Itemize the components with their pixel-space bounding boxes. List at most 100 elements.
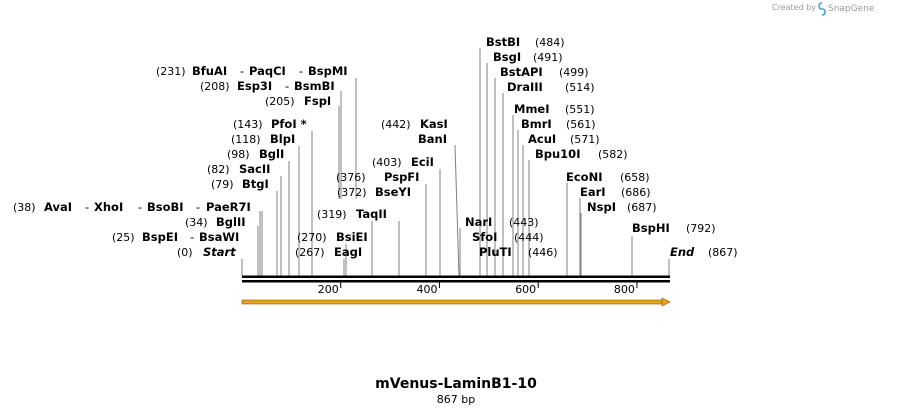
ruler-tick-label: 400 bbox=[416, 283, 437, 296]
site-name-bgli[interactable]: BglI bbox=[259, 147, 284, 161]
site-position: (143) bbox=[233, 118, 263, 131]
feature-arrow[interactable] bbox=[241, 297, 671, 307]
site-position: (658) bbox=[620, 171, 650, 184]
site-name-ecii[interactable]: EciI bbox=[411, 155, 434, 169]
site-name-sfoi[interactable]: SfoI bbox=[472, 230, 497, 244]
site-position: (499) bbox=[559, 66, 589, 79]
site-position: (491) bbox=[533, 51, 563, 64]
site-name-bspmi[interactable]: BspMI bbox=[308, 64, 348, 78]
site-name-bsgi[interactable]: BsgI bbox=[493, 50, 521, 64]
site-name-bsobi[interactable]: BsoBI bbox=[147, 200, 184, 214]
site-position: (79) bbox=[211, 178, 234, 191]
site-name-xhoi[interactable]: XhoI bbox=[94, 200, 123, 214]
site-position: (582) bbox=[598, 148, 628, 161]
site-position: (25) bbox=[112, 231, 135, 244]
site-position: (372) bbox=[337, 186, 367, 199]
ruler-tick-label: 600 bbox=[515, 283, 536, 296]
site-name-blpi[interactable]: BlpI bbox=[270, 132, 295, 146]
site-name-bsmbi[interactable]: BsmBI bbox=[294, 79, 335, 93]
site-position: (792) bbox=[686, 222, 716, 235]
sequence-start-label: Start bbox=[203, 245, 236, 259]
site-name-fspi[interactable]: FspI bbox=[304, 94, 331, 108]
site-position: (446) bbox=[528, 246, 558, 259]
site-position: (444) bbox=[514, 231, 544, 244]
map-title: mVenus-LaminB1-10 bbox=[375, 376, 537, 392]
site-name-nari[interactable]: NarI bbox=[465, 215, 492, 229]
site-name-paqci[interactable]: PaqCI bbox=[249, 64, 286, 78]
site-position: (686) bbox=[621, 186, 651, 199]
site-position: (34) bbox=[185, 216, 208, 229]
site-name-bglii[interactable]: BglII bbox=[216, 215, 246, 229]
snapgene-logo-icon bbox=[818, 2, 826, 16]
site-name-pspfi[interactable]: PspFI bbox=[384, 170, 419, 184]
site-position: (319) bbox=[317, 208, 347, 221]
site-separator: - bbox=[138, 200, 142, 214]
site-name-pluti[interactable]: PluTI bbox=[479, 245, 512, 259]
site-position: (551) bbox=[565, 103, 595, 116]
site-leader-lines bbox=[241, 48, 670, 277]
site-name-bpu10i[interactable]: Bpu10I bbox=[535, 147, 580, 161]
site-name-esp3i[interactable]: Esp3I bbox=[237, 79, 272, 93]
ruler-tick-label: 200 bbox=[318, 283, 339, 296]
site-name-bsiei[interactable]: BsiEI bbox=[336, 230, 368, 244]
site-name-bmri[interactable]: BmrI bbox=[521, 117, 552, 131]
site-position: (231) bbox=[156, 65, 186, 78]
site-position: (442) bbox=[381, 118, 411, 131]
site-position: (484) bbox=[535, 36, 565, 49]
site-position: (270) bbox=[297, 231, 327, 244]
site-name-bstbi[interactable]: BstBI bbox=[486, 35, 520, 49]
site-label-group-right: BstBI (484) BsgI (491) BstAPI (499) DraI… bbox=[486, 35, 738, 259]
backbone-bottom-strand bbox=[242, 280, 670, 283]
sequence-end-label: End bbox=[670, 245, 695, 259]
site-name-acui[interactable]: AcuI bbox=[528, 132, 556, 146]
site-name-avai[interactable]: AvaI bbox=[44, 200, 72, 214]
site-name-taqii[interactable]: TaqII bbox=[356, 207, 387, 221]
site-name-mmei[interactable]: MmeI bbox=[514, 102, 550, 116]
site-name-bsawi[interactable]: BsaWI bbox=[199, 230, 239, 244]
ruler-tick-label: 800 bbox=[614, 283, 635, 296]
site-position: (571) bbox=[570, 133, 600, 146]
site-separator: - bbox=[196, 200, 200, 214]
site-name-bsphi[interactable]: BspHI bbox=[632, 221, 670, 235]
credit-brand: SnapGene bbox=[828, 4, 875, 14]
site-name-pfoi[interactable]: PfoI * bbox=[271, 117, 307, 131]
site-name-btgi[interactable]: BtgI bbox=[242, 177, 269, 191]
site-position: (561) bbox=[566, 118, 596, 131]
site-separator: - bbox=[190, 230, 194, 244]
site-name-kasi[interactable]: KasI bbox=[420, 117, 448, 131]
site-position: (443) bbox=[509, 216, 539, 229]
site-name-nspi[interactable]: NspI bbox=[587, 200, 616, 214]
map-length: 867 bp bbox=[437, 393, 475, 406]
site-position: (208) bbox=[200, 80, 230, 93]
credit-watermark: Created by SnapGene bbox=[772, 2, 875, 16]
backbone-top-strand bbox=[242, 275, 670, 278]
site-position: (403) bbox=[372, 156, 402, 169]
site-name-sacii[interactable]: SacII bbox=[239, 162, 270, 176]
site-position: (867) bbox=[708, 246, 738, 259]
site-position: (38) bbox=[13, 201, 36, 214]
site-separator: - bbox=[285, 79, 289, 93]
site-name-paer7i[interactable]: PaeR7I bbox=[206, 200, 251, 214]
site-separator: - bbox=[299, 64, 303, 78]
ruler-ticks: 200 400 600 800 bbox=[318, 282, 638, 296]
credit-prefix: Created by bbox=[772, 3, 816, 12]
site-name-bspei[interactable]: BspEI bbox=[142, 230, 178, 244]
site-name-draiii[interactable]: DraIII bbox=[507, 80, 543, 94]
sequence-backbone bbox=[242, 275, 670, 283]
site-name-econi[interactable]: EcoNI bbox=[566, 170, 602, 184]
site-name-bfuai[interactable]: BfuAI bbox=[192, 64, 227, 78]
site-name-eagi[interactable]: EagI bbox=[334, 245, 362, 259]
feature-bar[interactable] bbox=[241, 299, 663, 305]
feature-arrowhead-icon bbox=[661, 297, 671, 307]
site-name-bseyi[interactable]: BseYI bbox=[375, 185, 411, 199]
site-label-group-left: (231) BfuAI - PaqCI - BspMI (208) Esp3I … bbox=[13, 64, 348, 259]
site-position: (267) bbox=[295, 246, 325, 259]
site-name-eari[interactable]: EarI bbox=[580, 185, 606, 199]
site-name-bani[interactable]: BanI bbox=[418, 132, 447, 146]
site-position: (514) bbox=[565, 81, 595, 94]
site-position: (205) bbox=[265, 95, 295, 108]
site-name-bstapi[interactable]: BstAPI bbox=[500, 65, 543, 79]
site-separator: - bbox=[85, 200, 89, 214]
site-position: (0) bbox=[177, 246, 193, 259]
